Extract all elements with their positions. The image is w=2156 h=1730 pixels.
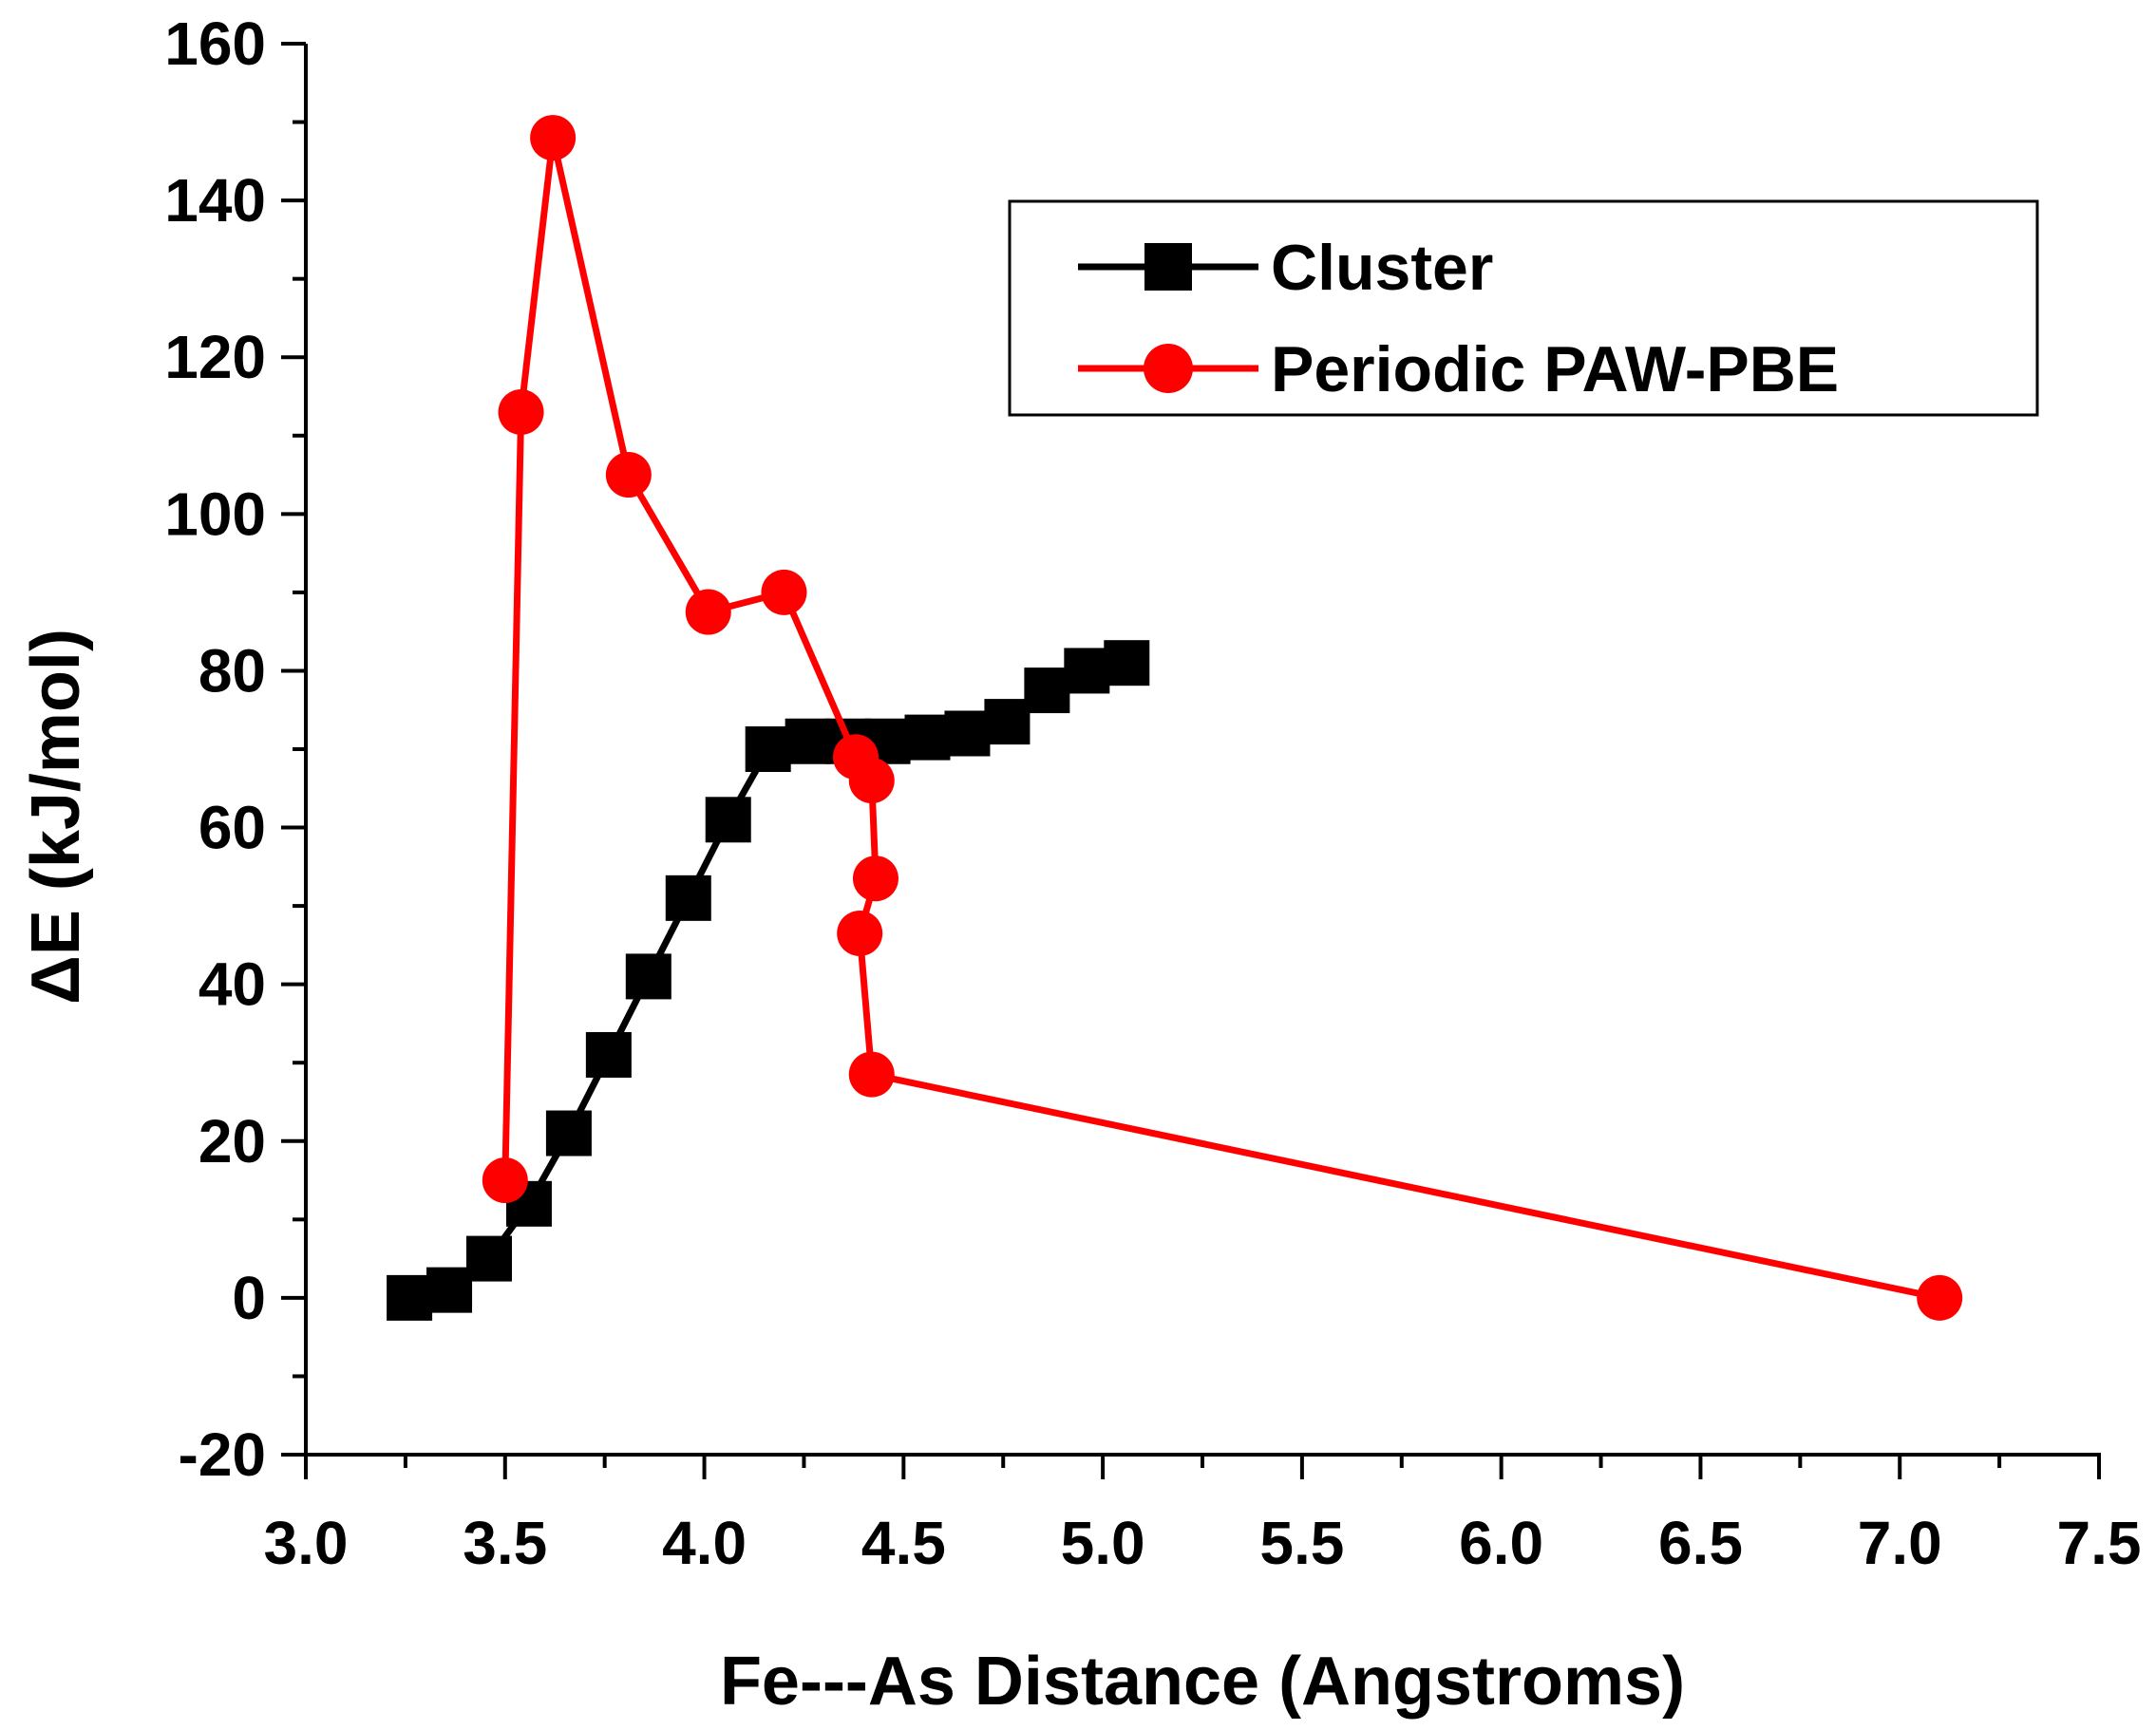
x-tick-label: 7.5 (2057, 1509, 2142, 1577)
x-axis-label: Fe---As Distance (Angstroms) (720, 1644, 1685, 1720)
data-point-cluster (585, 1031, 632, 1078)
y-tick-label: 160 (164, 9, 266, 78)
data-point-cluster (387, 1274, 433, 1321)
x-tick-label: 7.0 (1858, 1509, 1942, 1577)
legend-label-periodic-paw-pbe: Periodic PAW-PBE (1271, 333, 1839, 405)
y-tick-label: 100 (164, 480, 266, 548)
series-periodic-paw-pbe (482, 115, 1963, 1321)
y-tick-label: 40 (199, 950, 266, 1019)
data-point-periodic-paw-pbe (482, 1157, 528, 1204)
legend-entry-periodic-paw-pbe: Periodic PAW-PBE (1078, 333, 1839, 405)
data-point-cluster (625, 953, 671, 1000)
data-point-cluster (904, 714, 951, 761)
y-tick-label: 120 (164, 323, 266, 391)
x-tick-label: 6.0 (1459, 1509, 1543, 1577)
y-tick-label: 140 (164, 166, 266, 235)
x-tick-label: 4.5 (861, 1509, 946, 1577)
series-line-periodic-paw-pbe (501, 134, 1940, 1302)
data-point-cluster (1104, 640, 1150, 686)
y-tick-label: 60 (199, 794, 266, 862)
series-layer (387, 115, 1963, 1321)
legend-box (1008, 199, 2039, 417)
data-point-cluster (465, 1235, 512, 1282)
data-point-periodic-paw-pbe (605, 452, 652, 498)
x-tick-label: 4.0 (662, 1509, 747, 1577)
data-point-periodic-paw-pbe (761, 569, 807, 615)
data-point-cluster (705, 797, 751, 843)
data-point-periodic-paw-pbe (852, 856, 898, 902)
data-point-periodic-paw-pbe (685, 589, 731, 635)
legend-label-cluster: Cluster (1271, 232, 1493, 304)
y-tick-label: 80 (199, 636, 266, 705)
data-point-cluster (745, 726, 791, 772)
legend: Cluster Periodic PAW-PBE (1008, 199, 2039, 417)
data-point-periodic-paw-pbe (1917, 1274, 1963, 1321)
data-point-cluster (545, 1110, 592, 1156)
data-point-periodic-paw-pbe (530, 115, 577, 161)
data-point-periodic-paw-pbe (848, 1051, 895, 1098)
x-tick-label: 5.5 (1259, 1509, 1344, 1577)
data-point-cluster (1024, 668, 1070, 714)
x-tick-label: 3.0 (264, 1509, 349, 1577)
data-point-cluster (785, 718, 831, 764)
x-tick-label: 5.0 (1061, 1509, 1145, 1577)
data-point-periodic-paw-pbe (498, 389, 544, 436)
data-point-periodic-paw-pbe (848, 758, 895, 804)
x-tick-label: 3.5 (463, 1509, 547, 1577)
legend-swatch-marker-periodic (1144, 344, 1193, 393)
data-point-periodic-paw-pbe (837, 911, 883, 957)
y-axis-label: ΔE (kJ/mol) (18, 629, 94, 1005)
data-point-cluster (944, 710, 991, 757)
legend-entry-cluster: Cluster (1078, 232, 1493, 304)
legend-swatch-marker-cluster (1144, 243, 1192, 291)
y-tick-label: -20 (179, 1420, 267, 1489)
data-point-cluster (984, 699, 1031, 745)
y-tick-label: 20 (199, 1107, 266, 1175)
data-point-cluster (665, 874, 711, 921)
axis-ticks: 3.0 3.5 4.0 4.5 5.0 5.5 6.0 6.5 7.0 7.5 -20 0 20 40 60… (164, 9, 2141, 1577)
data-point-cluster (426, 1267, 473, 1313)
data-point-cluster (1064, 648, 1110, 694)
y-tick-label: 0 (232, 1264, 266, 1332)
x-tick-label: 6.5 (1658, 1509, 1743, 1577)
